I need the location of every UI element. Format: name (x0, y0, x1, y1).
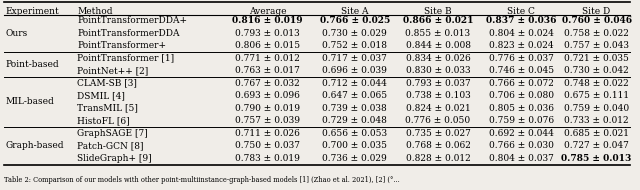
Text: 0.730 ± 0.029: 0.730 ± 0.029 (323, 29, 387, 38)
Text: 0.685 ± 0.021: 0.685 ± 0.021 (564, 129, 629, 138)
Text: 0.766 ± 0.030: 0.766 ± 0.030 (489, 141, 554, 150)
Text: PointTransformer [1]: PointTransformer [1] (77, 54, 175, 63)
Text: Site C: Site C (508, 7, 535, 17)
Text: 0.804 ± 0.037: 0.804 ± 0.037 (489, 154, 554, 163)
Text: 0.760 ± 0.046: 0.760 ± 0.046 (561, 16, 632, 25)
Text: HistoFL [6]: HistoFL [6] (77, 116, 130, 125)
Text: 0.727 ± 0.047: 0.727 ± 0.047 (564, 141, 629, 150)
Text: 0.834 ± 0.026: 0.834 ± 0.026 (406, 54, 470, 63)
Text: 0.656 ± 0.053: 0.656 ± 0.053 (322, 129, 387, 138)
Text: MIL-based: MIL-based (6, 97, 54, 107)
Text: 0.823 ± 0.024: 0.823 ± 0.024 (489, 41, 554, 50)
Text: Table 2: Comparison of our models with other point-multiinstance-graph-based mod: Table 2: Comparison of our models with o… (4, 176, 400, 184)
Text: 0.730 ± 0.042: 0.730 ± 0.042 (564, 66, 629, 75)
Text: 0.768 ± 0.062: 0.768 ± 0.062 (406, 141, 470, 150)
Text: 0.793 ± 0.013: 0.793 ± 0.013 (236, 29, 300, 38)
Text: 0.738 ± 0.103: 0.738 ± 0.103 (406, 91, 470, 100)
Text: 0.785 ± 0.013: 0.785 ± 0.013 (561, 154, 632, 163)
Text: 0.806 ± 0.015: 0.806 ± 0.015 (235, 41, 300, 50)
Text: Experiment: Experiment (6, 7, 60, 17)
Text: 0.776 ± 0.037: 0.776 ± 0.037 (489, 54, 554, 63)
Text: 0.828 ± 0.012: 0.828 ± 0.012 (406, 154, 470, 163)
Text: 0.804 ± 0.024: 0.804 ± 0.024 (489, 29, 554, 38)
Text: TransMIL [5]: TransMIL [5] (77, 104, 138, 113)
Text: 0.767 ± 0.032: 0.767 ± 0.032 (236, 79, 300, 88)
Text: 0.766 ± 0.072: 0.766 ± 0.072 (489, 79, 554, 88)
Text: 0.759 ± 0.040: 0.759 ± 0.040 (564, 104, 629, 113)
Text: 0.712 ± 0.044: 0.712 ± 0.044 (323, 79, 387, 88)
Text: SlideGraph+ [9]: SlideGraph+ [9] (77, 154, 152, 163)
Text: 0.746 ± 0.045: 0.746 ± 0.045 (489, 66, 554, 75)
Text: 0.736 ± 0.029: 0.736 ± 0.029 (323, 154, 387, 163)
Text: 0.706 ± 0.080: 0.706 ± 0.080 (489, 91, 554, 100)
Text: 0.758 ± 0.022: 0.758 ± 0.022 (564, 29, 629, 38)
Text: 0.790 ± 0.019: 0.790 ± 0.019 (235, 104, 300, 113)
Text: 0.750 ± 0.037: 0.750 ± 0.037 (235, 141, 300, 150)
Text: CLAM-SB [3]: CLAM-SB [3] (77, 79, 137, 88)
Text: 0.721 ± 0.035: 0.721 ± 0.035 (564, 54, 629, 63)
Text: 0.855 ± 0.013: 0.855 ± 0.013 (406, 29, 470, 38)
Text: Average: Average (249, 7, 286, 17)
Text: 0.805 ± 0.036: 0.805 ± 0.036 (489, 104, 554, 113)
Text: 0.735 ± 0.027: 0.735 ± 0.027 (406, 129, 470, 138)
Text: 0.752 ± 0.018: 0.752 ± 0.018 (323, 41, 387, 50)
Text: 0.759 ± 0.076: 0.759 ± 0.076 (489, 116, 554, 125)
Text: Site B: Site B (424, 7, 452, 17)
Text: Point-based: Point-based (6, 60, 60, 69)
Text: 0.717 ± 0.037: 0.717 ± 0.037 (323, 54, 387, 63)
Text: 0.866 ± 0.021: 0.866 ± 0.021 (403, 16, 474, 25)
Text: Patch-GCN [8]: Patch-GCN [8] (77, 141, 144, 150)
Text: 0.675 ± 0.111: 0.675 ± 0.111 (564, 91, 629, 100)
Text: 0.733 ± 0.012: 0.733 ± 0.012 (564, 116, 629, 125)
Text: 0.793 ± 0.037: 0.793 ± 0.037 (406, 79, 470, 88)
Text: 0.692 ± 0.044: 0.692 ± 0.044 (489, 129, 554, 138)
Text: 0.824 ± 0.021: 0.824 ± 0.021 (406, 104, 470, 113)
Text: 0.816 ± 0.019: 0.816 ± 0.019 (232, 16, 303, 25)
Text: 0.748 ± 0.022: 0.748 ± 0.022 (564, 79, 629, 88)
Text: 0.766 ± 0.025: 0.766 ± 0.025 (319, 16, 390, 25)
Text: PointTransformerDDA+: PointTransformerDDA+ (77, 16, 188, 25)
Text: 0.771 ± 0.012: 0.771 ± 0.012 (235, 54, 300, 63)
Text: PointNet++ [2]: PointNet++ [2] (77, 66, 148, 75)
Text: 0.693 ± 0.096: 0.693 ± 0.096 (235, 91, 300, 100)
Text: 0.776 ± 0.050: 0.776 ± 0.050 (406, 116, 470, 125)
Text: DSMIL [4]: DSMIL [4] (77, 91, 125, 100)
Text: 0.844 ± 0.008: 0.844 ± 0.008 (406, 41, 470, 50)
Text: 0.763 ± 0.017: 0.763 ± 0.017 (235, 66, 300, 75)
Text: Site A: Site A (341, 7, 369, 17)
Text: Method: Method (77, 7, 113, 17)
Text: 0.830 ± 0.033: 0.830 ± 0.033 (406, 66, 470, 75)
Text: 0.711 ± 0.026: 0.711 ± 0.026 (235, 129, 300, 138)
Text: 0.837 ± 0.036: 0.837 ± 0.036 (486, 16, 557, 25)
Text: Graph-based: Graph-based (6, 141, 65, 150)
Text: PointTransformerDDA: PointTransformerDDA (77, 29, 180, 38)
Text: 0.783 ± 0.019: 0.783 ± 0.019 (235, 154, 300, 163)
Text: 0.757 ± 0.043: 0.757 ± 0.043 (564, 41, 629, 50)
Text: Ours: Ours (6, 29, 28, 38)
Text: GraphSAGE [7]: GraphSAGE [7] (77, 129, 148, 138)
Text: 0.757 ± 0.039: 0.757 ± 0.039 (235, 116, 300, 125)
Text: PointTransformer+: PointTransformer+ (77, 41, 166, 50)
Text: 0.647 ± 0.065: 0.647 ± 0.065 (322, 91, 387, 100)
Text: Site D: Site D (582, 7, 611, 17)
Text: 0.696 ± 0.039: 0.696 ± 0.039 (323, 66, 387, 75)
Text: 0.729 ± 0.048: 0.729 ± 0.048 (323, 116, 387, 125)
Text: 0.700 ± 0.035: 0.700 ± 0.035 (323, 141, 387, 150)
Text: 0.739 ± 0.038: 0.739 ± 0.038 (323, 104, 387, 113)
